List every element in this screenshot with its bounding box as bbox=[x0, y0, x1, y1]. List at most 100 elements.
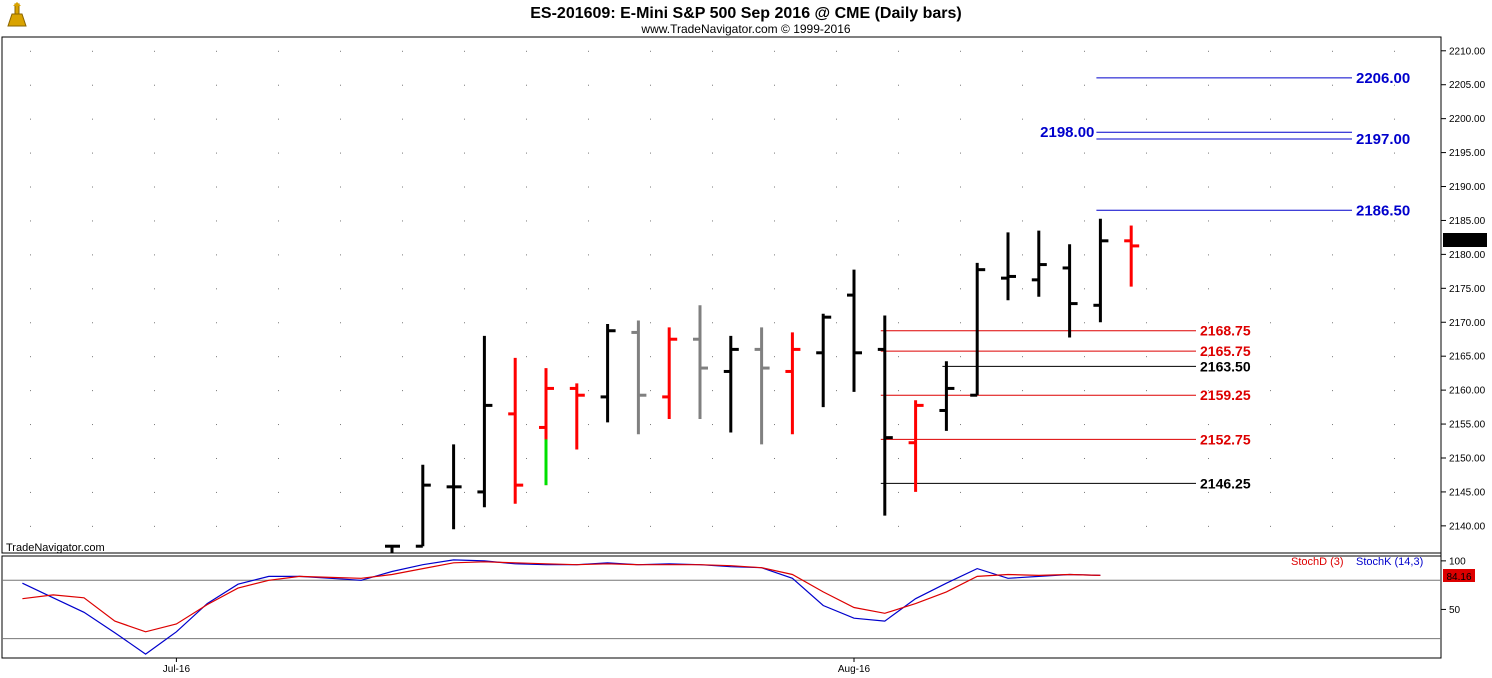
grid-dot bbox=[836, 254, 837, 256]
price-tick-label: 2205.00 bbox=[1449, 80, 1486, 91]
grid-dot bbox=[774, 220, 775, 222]
grid-dot bbox=[464, 220, 465, 222]
grid-dot bbox=[402, 288, 403, 290]
grid-dot bbox=[1084, 152, 1085, 154]
grid-dot bbox=[1394, 186, 1395, 188]
grid-dot bbox=[650, 457, 651, 459]
grid-dot bbox=[836, 288, 837, 290]
grid-dot bbox=[154, 118, 155, 120]
grid-dot bbox=[1270, 254, 1271, 256]
grid-dot bbox=[960, 491, 961, 493]
grid-dot bbox=[898, 491, 899, 493]
grid-dot bbox=[526, 118, 527, 120]
grid-dot bbox=[650, 322, 651, 324]
ohlc-bar bbox=[847, 269, 862, 392]
grid-dot bbox=[1332, 254, 1333, 256]
price-tick-label: 2165.00 bbox=[1449, 352, 1486, 363]
grid-dot bbox=[1270, 457, 1271, 459]
grid-dot bbox=[836, 424, 837, 426]
grid-dot bbox=[1022, 457, 1023, 459]
grid-dot bbox=[1022, 186, 1023, 188]
price-tick-label: 2195.00 bbox=[1449, 148, 1486, 159]
grid-dot bbox=[1146, 390, 1147, 392]
grid-dot bbox=[1146, 254, 1147, 256]
grid-dot bbox=[30, 118, 31, 120]
grid-dot bbox=[464, 84, 465, 86]
grid-dot bbox=[1022, 84, 1023, 86]
grid-dot bbox=[1270, 390, 1271, 392]
grid-dot bbox=[1084, 84, 1085, 86]
grid-dot bbox=[650, 288, 651, 290]
grid-dot bbox=[1022, 220, 1023, 222]
grid-dot bbox=[1208, 390, 1209, 392]
grid-dot bbox=[588, 152, 589, 154]
grid-dot bbox=[92, 457, 93, 459]
grid-dot bbox=[92, 390, 93, 392]
grid-dot bbox=[650, 424, 651, 426]
level-label: 2152.75 bbox=[1200, 431, 1251, 447]
grid-dot bbox=[1270, 491, 1271, 493]
grid-dot bbox=[154, 457, 155, 459]
grid-dot bbox=[836, 84, 837, 86]
grid-dot bbox=[712, 491, 713, 493]
price-tick-label: 2210.00 bbox=[1449, 46, 1486, 57]
grid-dot bbox=[836, 491, 837, 493]
grid-dot bbox=[402, 186, 403, 188]
grid-dot bbox=[30, 491, 31, 493]
grid-dot bbox=[960, 322, 961, 324]
grid-dot bbox=[30, 525, 31, 527]
grid-dot bbox=[1394, 491, 1395, 493]
grid-dot bbox=[898, 457, 899, 459]
level-label: 2163.50 bbox=[1200, 358, 1251, 374]
grid-dot bbox=[526, 152, 527, 154]
grid-dot bbox=[1394, 424, 1395, 426]
grid-dot bbox=[278, 254, 279, 256]
grid-dot bbox=[1022, 254, 1023, 256]
grid-dot bbox=[1022, 356, 1023, 358]
grid-dot bbox=[340, 457, 341, 459]
grid-dot bbox=[92, 525, 93, 527]
grid-dot bbox=[402, 84, 403, 86]
grid-dot bbox=[1332, 84, 1333, 86]
ohlc-bar bbox=[569, 383, 585, 450]
grid-dot bbox=[526, 322, 527, 324]
ohlc-bar bbox=[600, 323, 616, 423]
grid-dot bbox=[340, 152, 341, 154]
ohlc-bar bbox=[662, 327, 678, 419]
grid-dot bbox=[464, 424, 465, 426]
grid-dot bbox=[588, 457, 589, 459]
stoch-series-line bbox=[22, 559, 1101, 655]
grid-dot bbox=[278, 491, 279, 493]
grid-dot bbox=[836, 525, 837, 527]
grid-dot bbox=[1146, 322, 1147, 324]
time-tick-label: Jul-16 bbox=[163, 664, 191, 675]
grid-dot bbox=[650, 390, 651, 392]
grid-dot bbox=[1270, 322, 1271, 324]
grid-dot bbox=[588, 84, 589, 86]
grid-dot bbox=[1022, 390, 1023, 392]
grid-dot bbox=[1332, 390, 1333, 392]
grid-dot bbox=[1332, 424, 1333, 426]
grid-dot bbox=[1394, 118, 1395, 120]
grid-dot bbox=[960, 356, 961, 358]
grid-dot bbox=[1146, 288, 1147, 290]
grid-dot bbox=[1332, 152, 1333, 154]
grid-dot bbox=[1394, 390, 1395, 392]
grid-dot bbox=[464, 186, 465, 188]
grid-dot bbox=[1022, 152, 1023, 154]
grid-dot bbox=[1270, 525, 1271, 527]
ohlc-bar bbox=[1093, 218, 1109, 323]
app-logo-icon bbox=[4, 2, 30, 30]
grid-dot bbox=[92, 356, 93, 358]
grid-dot bbox=[712, 254, 713, 256]
grid-dot bbox=[278, 152, 279, 154]
grid-dot bbox=[1022, 424, 1023, 426]
grid-dot bbox=[774, 424, 775, 426]
grid-dot bbox=[340, 288, 341, 290]
grid-dot bbox=[898, 84, 899, 86]
grid-dot bbox=[278, 220, 279, 222]
grid-dot bbox=[464, 288, 465, 290]
grid-dot bbox=[588, 118, 589, 120]
grid-dot bbox=[774, 288, 775, 290]
grid-dot bbox=[216, 356, 217, 358]
